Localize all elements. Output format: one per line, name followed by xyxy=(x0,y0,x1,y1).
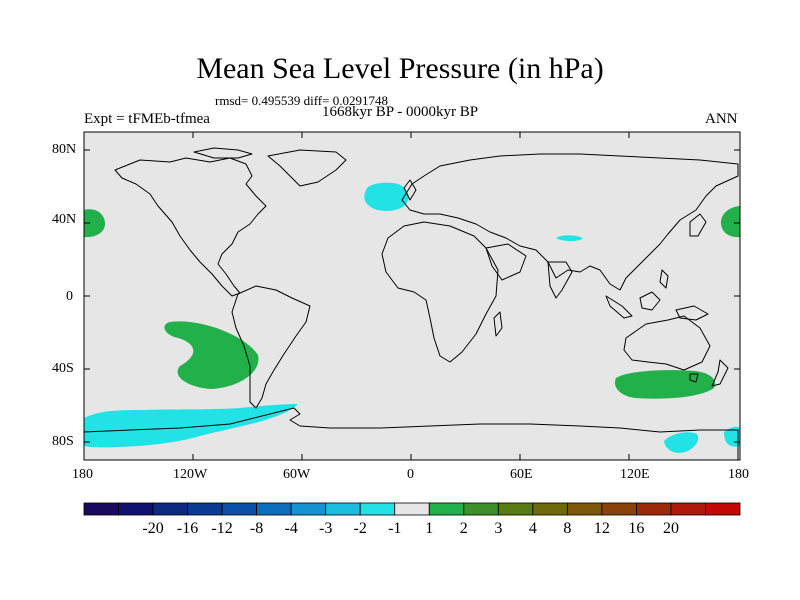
coastline-philippines xyxy=(659,269,669,289)
colorbar-box xyxy=(566,502,603,516)
colorbar-box xyxy=(152,502,188,516)
positive-anomaly-patch xyxy=(84,209,105,238)
colorbar-box xyxy=(428,502,465,516)
coastline-india xyxy=(547,261,573,299)
colorbar-label: -12 xyxy=(211,520,233,537)
colorbar-box xyxy=(290,502,327,516)
period-label: 1668kyr BP - 0000kyr BP xyxy=(322,104,479,120)
coastline-eurasia xyxy=(401,153,739,291)
colorbar-label: 20 xyxy=(662,520,679,537)
colorbar-label: -3 xyxy=(319,520,333,537)
coastline-antarctica xyxy=(84,407,739,460)
colorbar-box xyxy=(463,502,499,516)
coastline-sumatra xyxy=(605,295,633,319)
colorbar-box xyxy=(394,502,430,516)
coastline-greenland xyxy=(267,149,347,187)
experiment-label: Expt = tFMEb-tfmea xyxy=(84,111,210,127)
colorbar-box xyxy=(187,502,223,516)
colorbar-label: -2 xyxy=(353,520,367,537)
coastline-tasmania xyxy=(689,373,699,383)
colorbar-label: -4 xyxy=(284,520,298,537)
coastline-arabia xyxy=(485,243,527,281)
colorbar-box xyxy=(118,502,154,516)
colorbar-label: -20 xyxy=(142,520,164,537)
lon-label: 180 xyxy=(728,467,749,482)
colorbar-box xyxy=(221,502,258,516)
axis-ticks xyxy=(84,132,740,460)
colorbar-label: 1 xyxy=(425,520,434,537)
colorbar-label: 16 xyxy=(628,520,645,537)
coastlines xyxy=(84,147,739,460)
colorbar-box xyxy=(325,502,361,516)
lat-label: 0 xyxy=(66,289,73,304)
positive-anomaly-patch xyxy=(720,206,740,238)
coastline-british-isles xyxy=(403,179,417,201)
lon-label: 0 xyxy=(407,467,414,482)
coastline-north-america xyxy=(114,157,267,297)
positive-anomaly-patch xyxy=(164,321,259,389)
season-label: ANN xyxy=(705,111,738,127)
stats-line: rmsd= 0.495539 diff= 0.0291748 xyxy=(215,93,388,108)
colorbar-box xyxy=(636,502,672,516)
colorbar-box xyxy=(83,502,119,516)
colorbar xyxy=(83,502,741,516)
coastline-borneo xyxy=(639,291,661,311)
negative-anomaly-patch xyxy=(556,235,583,241)
lon-label: 120W xyxy=(173,467,208,482)
lat-label: 80N xyxy=(52,142,77,157)
lon-label: 60W xyxy=(283,467,311,482)
colorbar-box xyxy=(359,502,396,516)
colorbar-label: 2 xyxy=(459,520,468,537)
lon-label: 120E xyxy=(620,467,650,482)
colorbar-label: -8 xyxy=(249,520,264,537)
lat-label: 80S xyxy=(52,434,74,449)
coastline-japan xyxy=(689,213,707,237)
negative-anomaly-patch xyxy=(84,404,298,448)
colorbar-label: 12 xyxy=(593,520,610,537)
coastline-new-zealand xyxy=(711,359,729,387)
lat-label: 40S xyxy=(52,361,74,376)
coastline-australia xyxy=(623,315,711,371)
colorbar-box xyxy=(601,502,637,516)
lon-label: 60E xyxy=(510,467,533,482)
colorbar-box xyxy=(532,502,568,516)
colorbar-box xyxy=(670,502,706,516)
colorbar-label: 8 xyxy=(563,520,572,537)
coastline-south-america xyxy=(231,285,311,409)
lon-label: 180 xyxy=(72,467,93,482)
colorbar-label: -16 xyxy=(176,520,199,537)
colorbar-label: 4 xyxy=(528,520,537,537)
colorbar-label: 3 xyxy=(494,520,503,537)
colorbar-box xyxy=(705,502,741,516)
coastline-arctic-islands xyxy=(193,147,253,159)
colorbar-label: -1 xyxy=(388,520,402,537)
negative-anomaly-patch xyxy=(364,182,409,211)
negative-anomaly-patch xyxy=(664,432,699,453)
map-background xyxy=(84,132,740,460)
lat-label: 40N xyxy=(52,212,77,227)
coastline-madagascar xyxy=(493,311,503,337)
colorbar-box xyxy=(256,502,292,516)
map-title: Mean Sea Level Pressure (in hPa) xyxy=(196,52,604,85)
colorbar-box xyxy=(497,502,534,516)
coastline-africa xyxy=(381,221,499,363)
